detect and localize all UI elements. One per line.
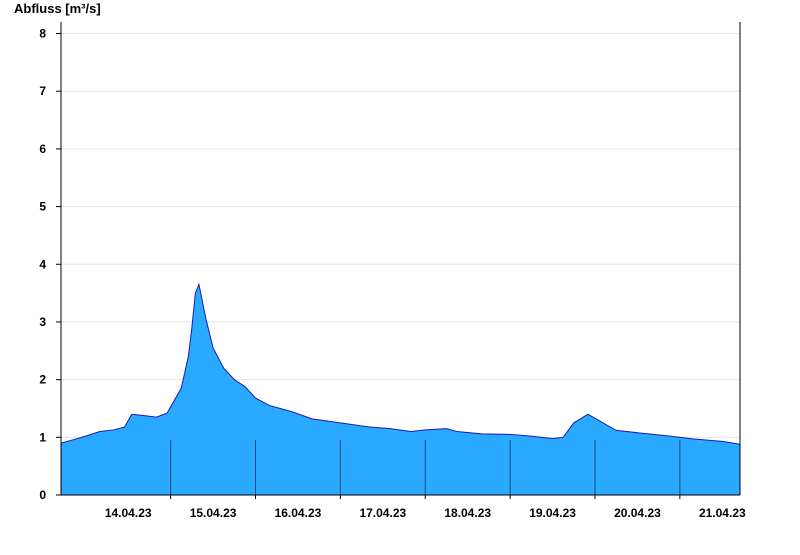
x-tick-label: 16.04.23 xyxy=(275,506,322,520)
x-tick-label: 18.04.23 xyxy=(444,506,491,520)
y-tick-label: 2 xyxy=(39,373,46,387)
y-tick-label: 3 xyxy=(39,315,46,329)
x-tick-label: 15.04.23 xyxy=(190,506,237,520)
y-tick-label: 7 xyxy=(39,84,46,98)
x-tick-label: 20.04.23 xyxy=(614,506,661,520)
x-tick-label: 21.04.23 xyxy=(699,506,746,520)
discharge-line xyxy=(60,282,741,445)
discharge-area xyxy=(61,284,740,495)
y-axis-label: Abfluss [m³/s] xyxy=(14,1,101,16)
x-tick-label: 14.04.23 xyxy=(105,506,152,520)
x-tick-label: 17.04.23 xyxy=(359,506,406,520)
y-tick-label: 8 xyxy=(39,27,46,41)
y-tick-label: 5 xyxy=(39,200,46,214)
y-tick-label: 0 xyxy=(39,488,46,502)
y-tick-label: 6 xyxy=(39,142,46,156)
x-tick-label: 19.04.23 xyxy=(529,506,576,520)
y-tick-label: 4 xyxy=(39,257,46,271)
y-tick-label: 1 xyxy=(39,430,46,444)
